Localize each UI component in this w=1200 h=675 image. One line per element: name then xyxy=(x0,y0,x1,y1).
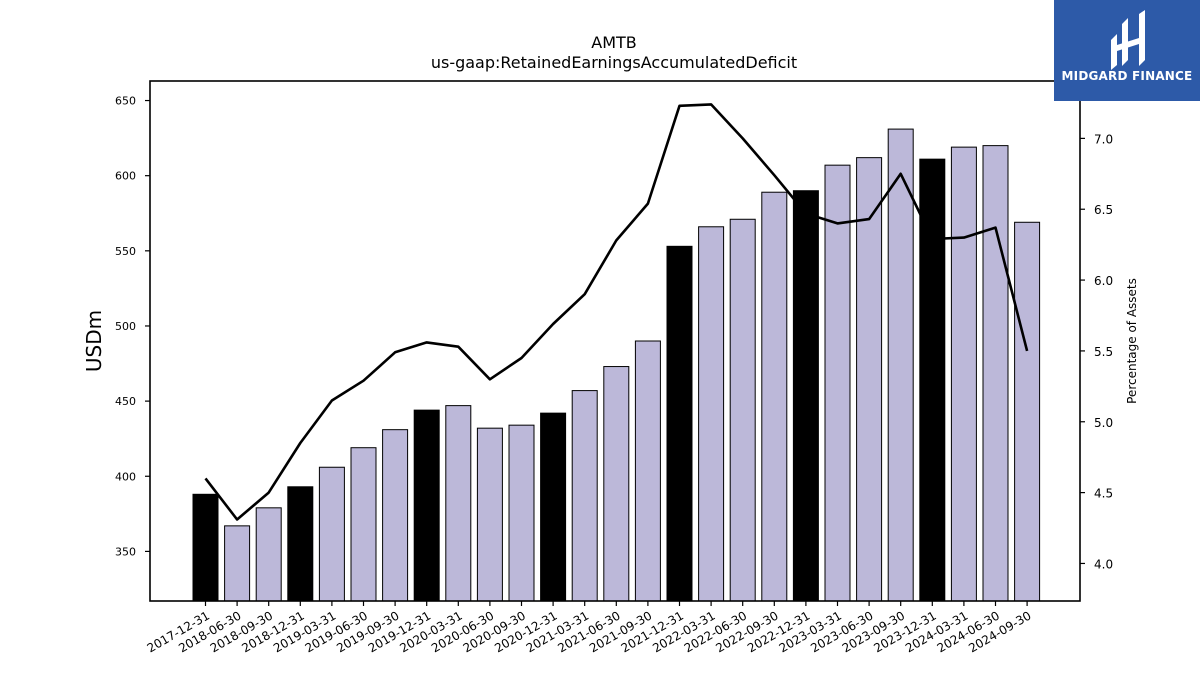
bar xyxy=(224,525,251,602)
bar xyxy=(950,146,977,602)
y-tick-label: 500 xyxy=(115,320,136,333)
y-tick-label: 400 xyxy=(115,470,136,483)
bar xyxy=(318,466,345,602)
chart-title: AMTB xyxy=(591,33,637,52)
bar xyxy=(698,226,725,602)
bar xyxy=(445,405,472,602)
left-axis: 350 400 450 500 550 600 650 xyxy=(115,95,150,558)
logo: MIDGARD FINANCE xyxy=(1054,0,1200,101)
bar xyxy=(1014,221,1041,602)
bar xyxy=(982,145,1009,602)
bar xyxy=(634,340,661,602)
bar xyxy=(856,157,883,602)
bar xyxy=(287,486,314,602)
bar xyxy=(476,427,503,602)
y-tick-label: 450 xyxy=(115,395,136,408)
x-axis: 2017-12-312018-06-302018-09-302018-12-31… xyxy=(145,601,1034,655)
y2-tick-label: 4.0 xyxy=(1094,557,1113,571)
bar xyxy=(761,191,788,602)
y2-axis-label: Percentage of Assets xyxy=(1125,278,1139,404)
y-tick-label: 600 xyxy=(115,170,136,183)
y-tick-label: 650 xyxy=(115,95,136,108)
bar xyxy=(919,158,946,602)
y2-tick-label: 4.5 xyxy=(1094,487,1113,501)
bar xyxy=(255,507,282,602)
plot-frame xyxy=(149,80,1081,602)
right-axis: 4.0 4.5 5.0 5.5 6.0 6.5 7.0 xyxy=(1080,132,1113,571)
bar xyxy=(350,447,377,602)
bar xyxy=(666,245,693,602)
bar xyxy=(729,218,756,602)
bar xyxy=(508,424,535,602)
y-tick-label: 550 xyxy=(115,245,136,258)
y-axis-label: USDm xyxy=(82,310,106,372)
bar xyxy=(792,190,819,602)
y-tick-label: 350 xyxy=(115,545,136,558)
logo-text: MIDGARD FINANCE xyxy=(1061,69,1193,83)
bar-series xyxy=(192,128,1041,602)
bar xyxy=(413,409,440,602)
bar xyxy=(824,164,851,602)
y2-tick-label: 6.5 xyxy=(1094,203,1113,217)
percentage-line xyxy=(204,103,1029,521)
logo-mark-icon xyxy=(1111,10,1145,70)
chart-subtitle: us-gaap:RetainedEarningsAccumulatedDefic… xyxy=(431,53,797,72)
bar xyxy=(192,493,219,602)
bar xyxy=(540,412,567,602)
y2-tick-label: 5.0 xyxy=(1094,416,1113,430)
y2-tick-label: 5.5 xyxy=(1094,345,1113,359)
bar xyxy=(603,366,630,602)
bar xyxy=(887,128,914,602)
bar xyxy=(382,429,409,602)
bar xyxy=(571,390,598,602)
y2-tick-label: 7.0 xyxy=(1094,132,1113,146)
line-series xyxy=(204,103,1029,521)
y2-tick-label: 6.0 xyxy=(1094,274,1113,288)
